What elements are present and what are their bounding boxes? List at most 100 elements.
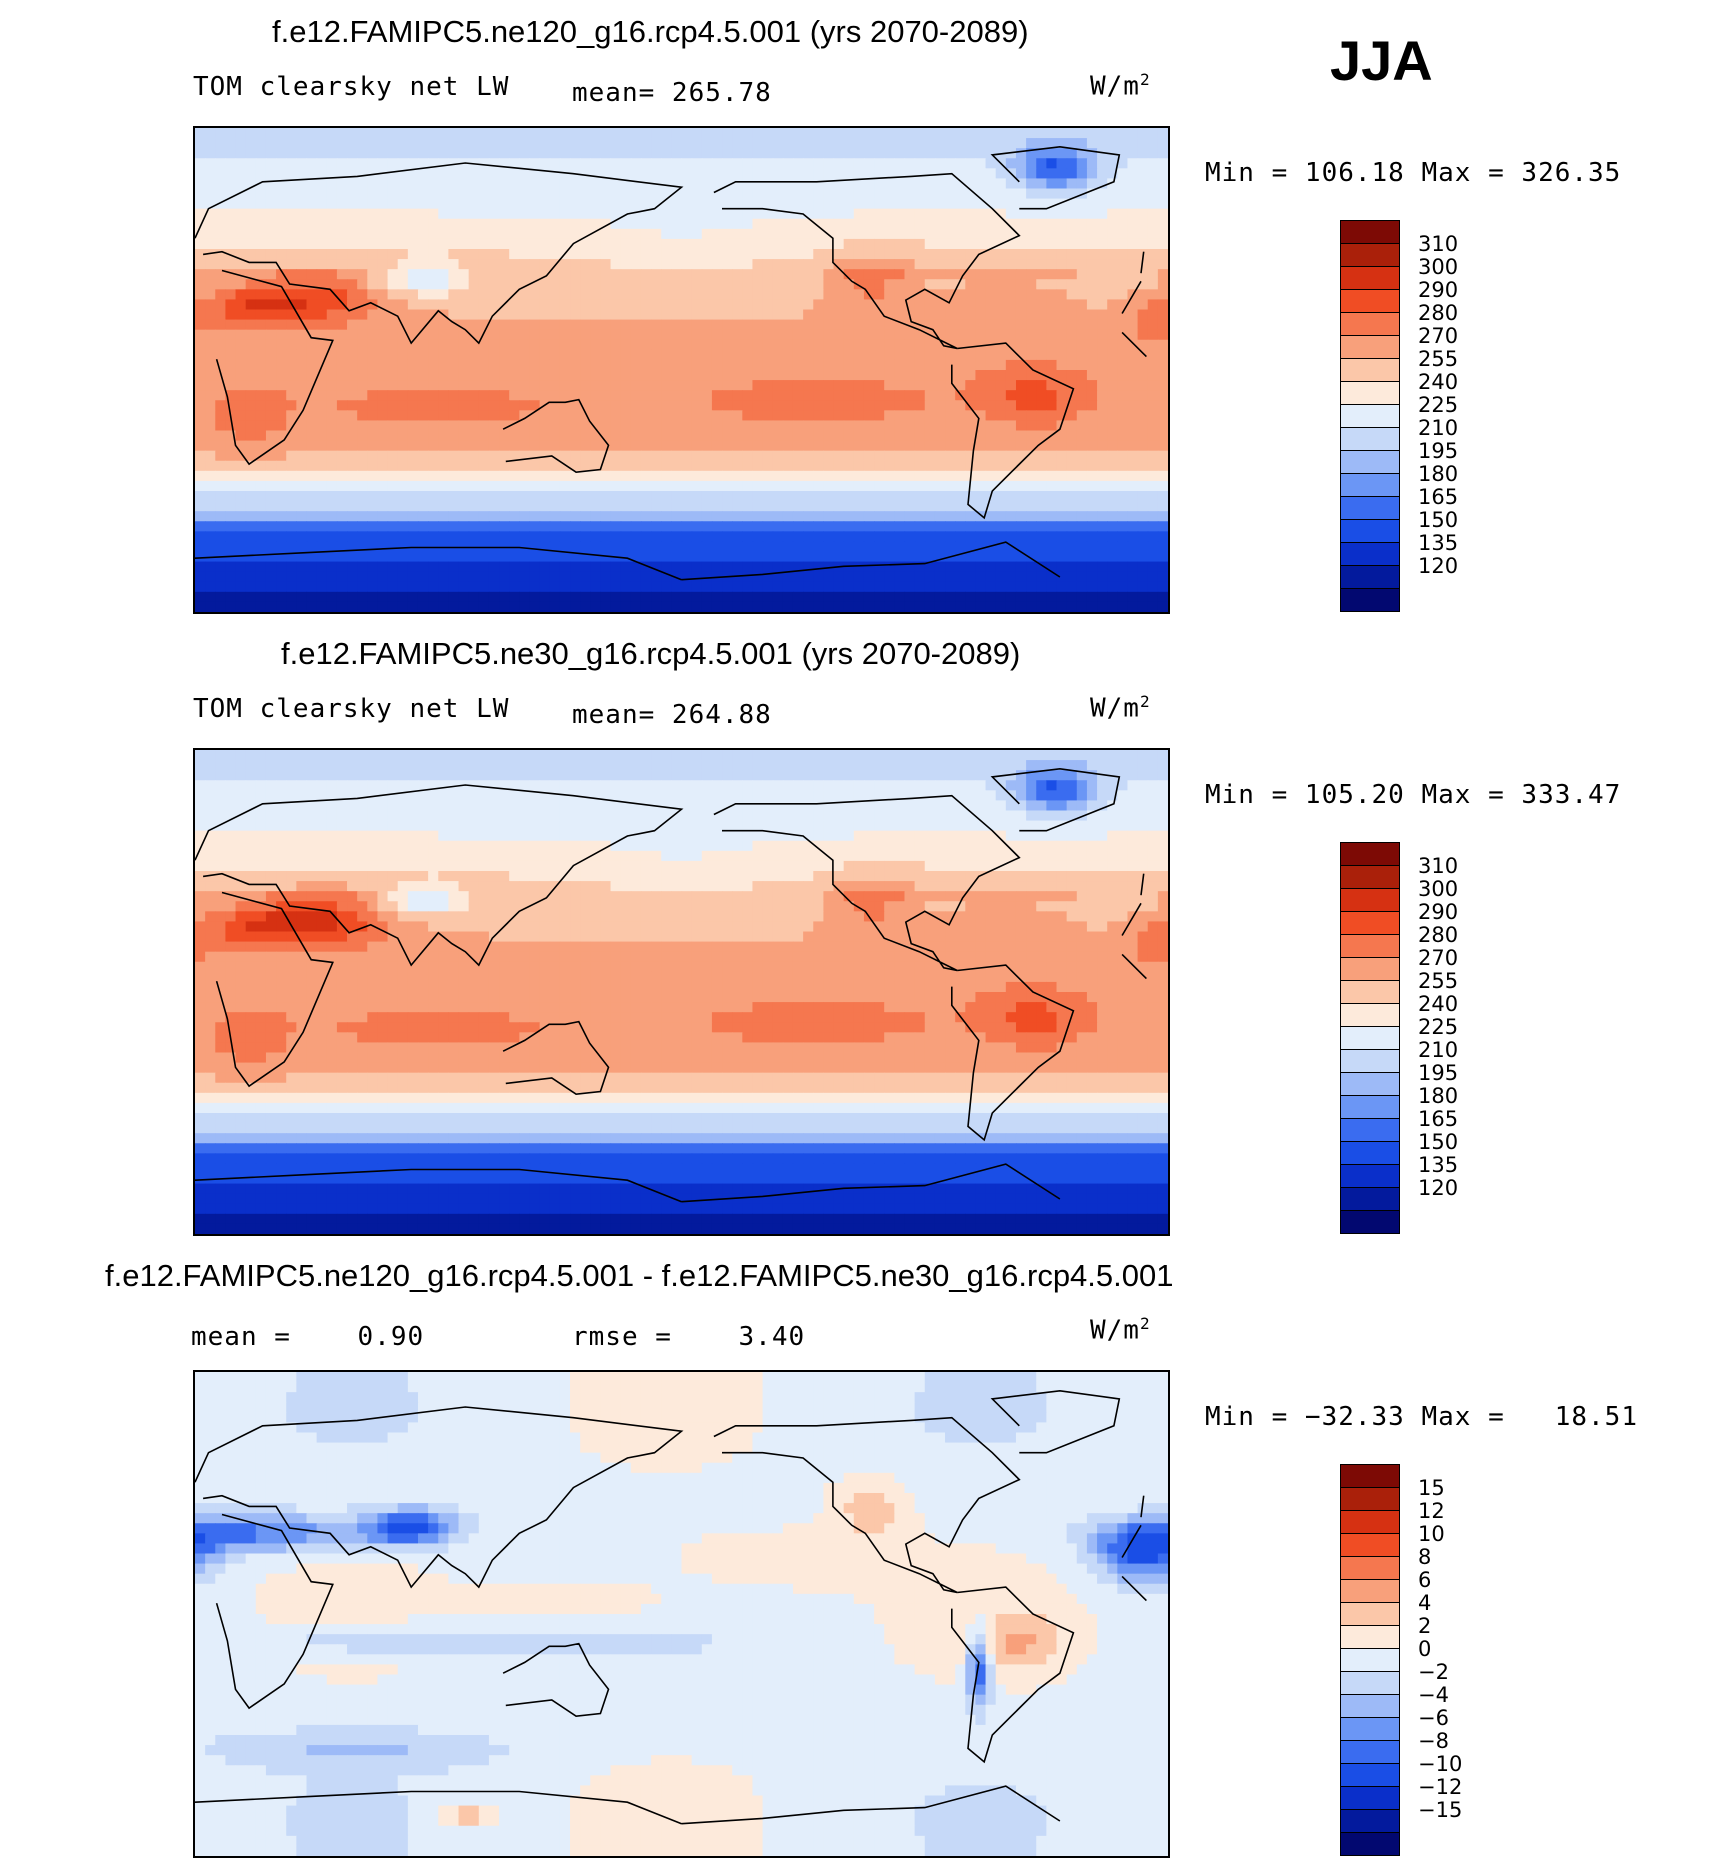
field-cell <box>225 370 237 381</box>
field-cell <box>955 158 966 169</box>
field-cell <box>336 491 348 502</box>
field-cell <box>1015 380 1027 391</box>
field-cell <box>438 581 449 593</box>
field-cell <box>945 228 956 240</box>
field-cell <box>509 349 520 361</box>
field-cell <box>762 319 774 331</box>
field-cell <box>823 208 835 220</box>
field-cell <box>509 770 520 781</box>
field-cell <box>1147 410 1159 422</box>
field-cell <box>468 370 480 381</box>
field-cell <box>985 551 997 563</box>
field-cell <box>1076 770 1088 781</box>
field-cell <box>1026 460 1037 472</box>
field-cell <box>549 400 561 411</box>
field-cell <box>1127 249 1139 260</box>
field-cell <box>499 269 510 280</box>
field-cell <box>215 400 227 411</box>
field-cell <box>519 319 531 331</box>
field-cell <box>600 571 612 583</box>
field-cell <box>1005 480 1017 492</box>
field-cell <box>1097 319 1108 331</box>
field-cell <box>1147 511 1159 522</box>
field-cell <box>884 299 895 311</box>
field-cell <box>570 359 581 371</box>
field-cell <box>1046 168 1058 180</box>
field-cell <box>1056 208 1068 220</box>
field-cell <box>752 218 764 230</box>
field-cell <box>397 601 409 612</box>
field-cell <box>478 349 490 361</box>
field-cell <box>428 198 439 210</box>
field-cell <box>813 581 824 593</box>
field-cell <box>955 299 966 311</box>
field-cell <box>843 501 855 512</box>
colorbar-cell <box>1340 451 1400 474</box>
field-cell <box>1066 460 1078 472</box>
field-cell <box>630 279 642 290</box>
field-cell <box>509 238 520 250</box>
field-cell <box>215 780 227 791</box>
field-cell <box>651 511 662 522</box>
field-cell <box>336 249 348 260</box>
field-cell <box>509 491 520 502</box>
field-cell <box>701 541 713 553</box>
field-cell <box>448 279 460 290</box>
field-cell <box>1127 349 1139 361</box>
field-cell <box>458 470 470 482</box>
field-cell <box>884 269 895 280</box>
field-cell <box>1005 420 1017 432</box>
field-cell <box>286 168 297 180</box>
field-cell <box>975 591 987 603</box>
field-cell <box>671 188 683 200</box>
field-cell <box>813 279 824 290</box>
field-cell <box>711 380 723 391</box>
field-cell <box>377 158 389 169</box>
field-cell <box>488 511 500 522</box>
field-cell <box>326 198 338 210</box>
field-cell <box>1036 571 1047 583</box>
field-cell <box>884 531 895 543</box>
field-cell <box>580 339 591 351</box>
field-cell <box>934 571 946 583</box>
field-cell <box>630 541 642 553</box>
field-cell <box>407 531 419 543</box>
field-cell <box>559 601 571 612</box>
field-cell <box>417 259 429 270</box>
field-cell <box>580 249 591 260</box>
field-cell <box>529 138 541 149</box>
field-cell <box>1157 400 1168 411</box>
field-cell <box>772 198 784 210</box>
field-cell <box>823 460 835 472</box>
field-cell <box>488 420 500 432</box>
field-cell <box>691 218 703 230</box>
field-cell <box>782 380 794 391</box>
field-cell <box>580 269 591 280</box>
field-cell <box>1086 760 1098 771</box>
field-cell <box>752 430 764 442</box>
field-cell <box>975 491 987 502</box>
field-cell <box>458 238 470 250</box>
field-cell <box>265 760 277 771</box>
field-cell <box>1056 359 1068 371</box>
field-cell <box>1036 591 1047 603</box>
field-cell <box>1026 289 1037 301</box>
field-cell <box>813 521 824 532</box>
field-cell <box>438 188 449 200</box>
field-cell <box>691 601 703 612</box>
field-cell <box>904 148 916 159</box>
field-cell <box>336 259 348 270</box>
field-cell <box>357 249 368 260</box>
field-cell <box>235 571 247 583</box>
field-cell <box>722 591 733 603</box>
field-cell <box>630 501 642 512</box>
field-cell <box>448 400 460 411</box>
field-cell <box>651 531 662 543</box>
field-cell <box>1056 400 1068 411</box>
field-cell <box>1147 269 1159 280</box>
field-cell <box>1066 309 1078 321</box>
field-cell <box>1076 138 1088 149</box>
field-cell <box>580 370 591 381</box>
field-cell <box>1147 319 1159 331</box>
field-cell <box>1026 208 1037 220</box>
